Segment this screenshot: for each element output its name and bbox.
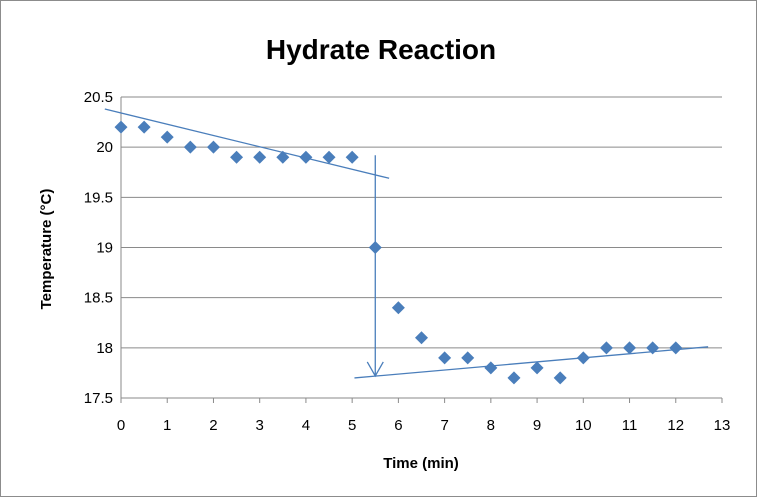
x-tick-label: 6 bbox=[394, 417, 402, 434]
data-point bbox=[553, 371, 567, 385]
y-tick-label: 18 bbox=[96, 340, 113, 357]
data-point bbox=[461, 351, 475, 365]
data-point bbox=[669, 341, 683, 355]
chart-title: Hydrate Reaction bbox=[266, 34, 496, 65]
data-point bbox=[230, 150, 244, 164]
trendlines bbox=[104, 108, 709, 379]
y-tick-label: 18.5 bbox=[84, 290, 113, 307]
gridlines bbox=[121, 96, 722, 399]
x-tick-label: 0 bbox=[117, 417, 125, 434]
data-point bbox=[299, 150, 313, 164]
data-point bbox=[345, 150, 359, 164]
drop-arrow-head bbox=[366, 361, 384, 378]
data-point bbox=[646, 341, 660, 355]
x-tick-label: 3 bbox=[256, 417, 264, 434]
y-tick-label: 20.5 bbox=[84, 89, 113, 106]
y-tick-label: 20 bbox=[96, 139, 113, 156]
x-tick-label: 12 bbox=[667, 417, 684, 434]
trendline bbox=[354, 346, 709, 379]
data-point bbox=[114, 120, 128, 134]
data-point bbox=[368, 241, 382, 254]
data-point bbox=[253, 150, 267, 164]
data-point bbox=[507, 371, 521, 385]
data-point bbox=[599, 341, 613, 355]
x-tick-label: 9 bbox=[533, 417, 541, 434]
x-tick-label: 10 bbox=[575, 417, 592, 434]
data-point bbox=[276, 150, 290, 164]
x-axis-label: Time (min) bbox=[383, 455, 459, 472]
data-point bbox=[322, 150, 336, 164]
data-point bbox=[160, 130, 174, 144]
data-point bbox=[183, 140, 197, 154]
x-tick-label: 11 bbox=[622, 417, 638, 434]
x-tick-label: 1 bbox=[163, 417, 171, 434]
data-points bbox=[114, 120, 683, 385]
trendline bbox=[104, 108, 390, 179]
y-axis-label: Temperature (°C) bbox=[38, 189, 55, 310]
data-point bbox=[623, 341, 637, 355]
data-point bbox=[137, 120, 151, 134]
data-point bbox=[576, 351, 590, 365]
x-tick-label: 13 bbox=[714, 417, 731, 434]
x-tick-label: 2 bbox=[209, 417, 217, 434]
x-tick-label: 8 bbox=[487, 417, 495, 434]
data-point bbox=[530, 361, 544, 375]
annotations bbox=[366, 155, 384, 378]
y-tick-label: 17.5 bbox=[84, 390, 113, 407]
data-point bbox=[484, 361, 498, 375]
axes bbox=[120, 97, 723, 403]
x-tick-label: 4 bbox=[302, 417, 310, 434]
y-tick-label: 19.5 bbox=[84, 189, 113, 206]
data-point bbox=[415, 331, 428, 345]
data-point bbox=[438, 351, 452, 365]
data-point bbox=[206, 140, 220, 154]
x-tick-label: 5 bbox=[348, 417, 356, 434]
x-tick-label: 7 bbox=[440, 417, 448, 434]
y-tick-label: 19 bbox=[96, 240, 113, 257]
data-point bbox=[391, 301, 405, 315]
